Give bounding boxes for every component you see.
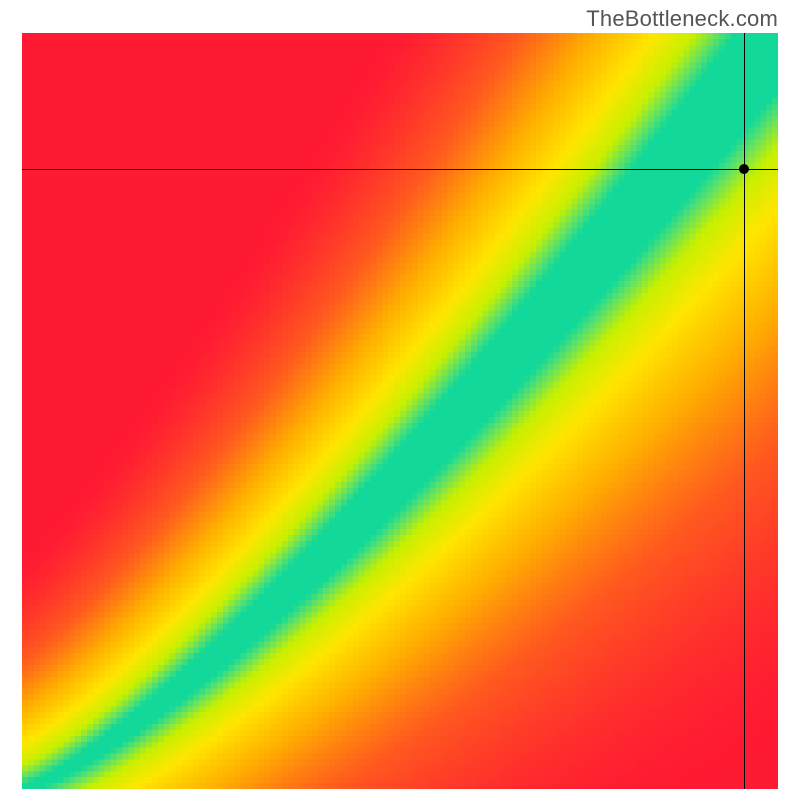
heatmap-canvas	[22, 33, 778, 789]
bottleneck-heatmap	[22, 33, 778, 789]
crosshair-marker	[739, 164, 749, 174]
crosshair-vertical	[744, 33, 745, 789]
watermark-text: TheBottleneck.com	[586, 6, 778, 32]
crosshair-horizontal	[22, 169, 778, 170]
